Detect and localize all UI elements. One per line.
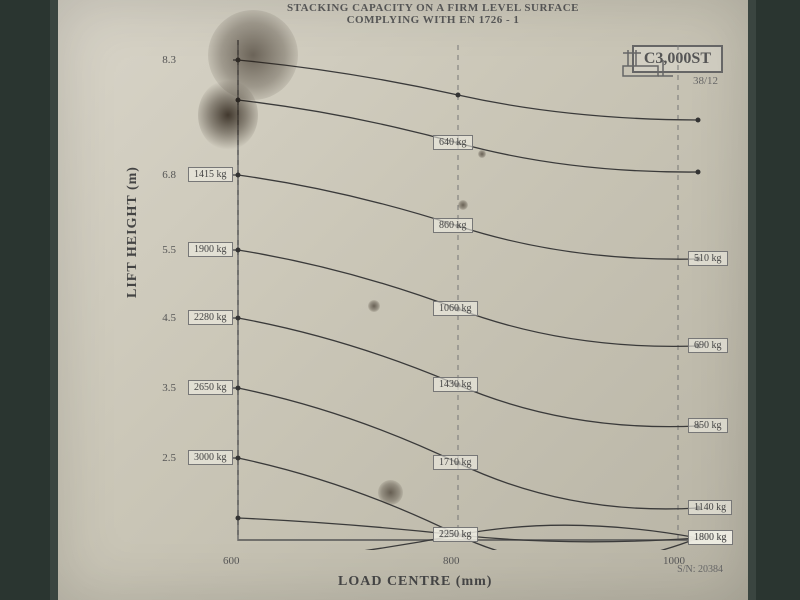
y-axis-label: LIFT HEIGHT (m) <box>125 166 141 298</box>
capacity-label-left: 3000 kg <box>188 450 233 465</box>
capacity-label-mid: 2250 kg <box>433 527 478 542</box>
dirt-spot <box>378 480 403 505</box>
capacity-label-mid: 1430 kg <box>433 377 478 392</box>
capacity-label-left: 2650 kg <box>188 380 233 395</box>
capacity-plate: STACKING CAPACITY ON A FIRM LEVEL SURFAC… <box>50 0 756 600</box>
x-tick-label: 1000 <box>663 555 685 567</box>
chart-area <box>178 40 718 550</box>
capacity-label-mid: 1710 kg <box>433 455 478 470</box>
y-tick-label: 5.5 <box>146 244 176 256</box>
title-line-2: COMPLYING WITH EN 1726 - 1 <box>347 14 520 26</box>
dirt-spot <box>458 200 468 210</box>
dirt-spot <box>198 80 258 150</box>
capacity-label-right: 850 kg <box>688 418 728 433</box>
y-tick-label: 2.5 <box>146 452 176 464</box>
dirt-spot <box>478 150 486 158</box>
capacity-label-left: 1900 kg <box>188 242 233 257</box>
x-tick-label: 800 <box>443 555 460 567</box>
capacity-label-right: 690 kg <box>688 338 728 353</box>
x-axis-label: LOAD CENTRE (mm) <box>338 574 492 590</box>
capacity-label-right: 510 kg <box>688 251 728 266</box>
capacity-label-left: 2280 kg <box>188 310 233 325</box>
title-line-1: STACKING CAPACITY ON A FIRM LEVEL SURFAC… <box>287 2 579 14</box>
capacity-label-left: 1415 kg <box>188 167 233 182</box>
capacity-label-right: 1800 kg <box>688 530 733 545</box>
load-chart <box>178 40 718 550</box>
dirt-spot <box>368 300 380 312</box>
x-tick-label: 600 <box>223 555 240 567</box>
capacity-label-mid: 640 kg <box>433 135 473 150</box>
y-tick-label: 6.8 <box>146 169 176 181</box>
capacity-label-mid: 1060 kg <box>433 301 478 316</box>
capacity-label-right: 1140 kg <box>688 500 732 515</box>
y-tick-label: 3.5 <box>146 382 176 394</box>
y-tick-label: 8.3 <box>146 54 176 66</box>
y-tick-label: 4.5 <box>146 312 176 324</box>
capacity-label-mid: 860 kg <box>433 218 473 233</box>
